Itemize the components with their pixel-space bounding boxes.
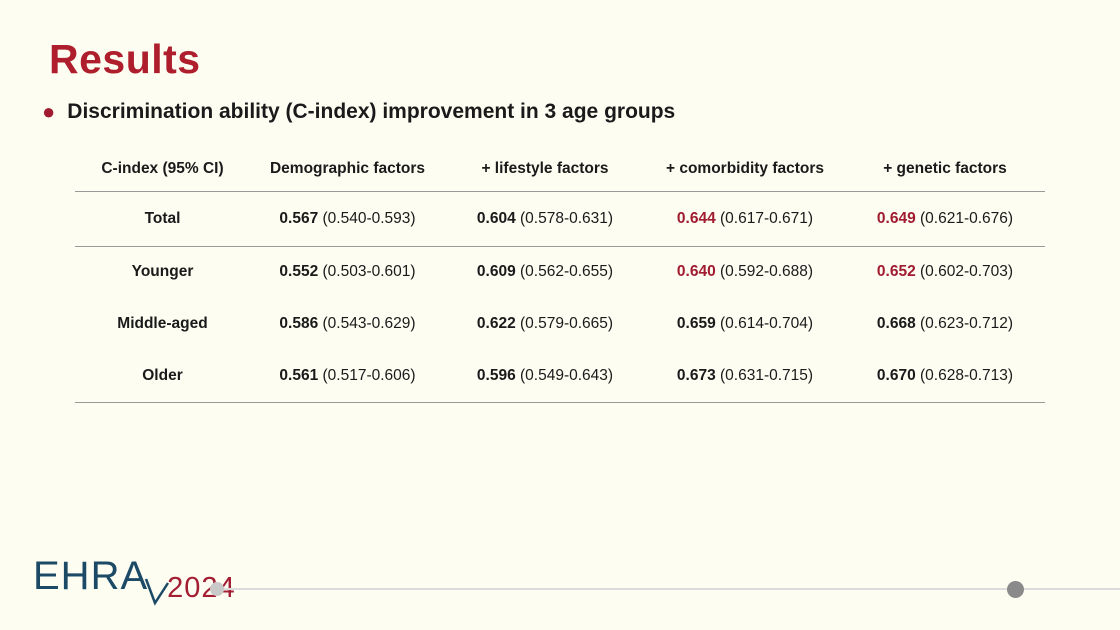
page-title: Results bbox=[49, 36, 201, 82]
cindex-value: 0.552 bbox=[279, 263, 319, 281]
cindex-value: 0.659 bbox=[676, 315, 716, 332]
timeline-position-dot-icon bbox=[1007, 581, 1024, 598]
table-row-middle-aged: Middle-aged 0.586 (0.543-0.629) 0.622 (0… bbox=[75, 298, 1045, 350]
row-label: Total bbox=[75, 191, 250, 247]
cindex-value: 0.567 bbox=[279, 209, 319, 227]
cindex-value: 0.622 bbox=[476, 315, 516, 332]
cindex-value: 0.649 bbox=[876, 209, 916, 227]
table-cell: 0.609 (0.562-0.655) bbox=[445, 246, 645, 298]
cindex-ci: (0.562-0.655) bbox=[520, 263, 614, 281]
cindex-ci: (0.614-0.704) bbox=[720, 315, 814, 332]
cindex-ci: (0.543-0.629) bbox=[322, 315, 416, 332]
table-cell: 0.596 (0.549-0.643) bbox=[445, 350, 645, 403]
cindex-value: 0.668 bbox=[876, 315, 916, 332]
cindex-value: 0.596 bbox=[476, 366, 516, 384]
bullet-text: Discrimination ability (C-index) improve… bbox=[67, 100, 676, 123]
table-cell: 0.649 (0.621-0.676) bbox=[845, 191, 1045, 247]
cindex-ci: (0.549-0.643) bbox=[520, 366, 614, 384]
cindex-ci: (0.623-0.712) bbox=[920, 315, 1014, 332]
table-row-younger: Younger 0.552 (0.503-0.601) 0.609 (0.562… bbox=[75, 246, 1045, 298]
cindex-ci: (0.579-0.665) bbox=[520, 315, 614, 332]
row-label: Middle-aged bbox=[117, 315, 208, 332]
col-header-lifestyle: + lifestyle factors bbox=[445, 147, 645, 192]
cindex-ci: (0.503-0.601) bbox=[322, 263, 416, 281]
cindex-ci: (0.621-0.676) bbox=[920, 209, 1014, 227]
table-cell: 0.586 (0.543-0.629) bbox=[250, 298, 445, 350]
cindex-ci: (0.517-0.606) bbox=[322, 366, 416, 384]
table-cell: 0.622 (0.579-0.665) bbox=[445, 298, 645, 350]
cindex-ci: (0.578-0.631) bbox=[520, 209, 614, 227]
cindex-ci: (0.617-0.671) bbox=[720, 209, 814, 227]
table-cell: 0.567 (0.540-0.593) bbox=[250, 191, 445, 247]
logo-swoosh-icon bbox=[144, 578, 170, 606]
col-header-genetic: + genetic factors bbox=[845, 147, 1045, 192]
cindex-ci: (0.592-0.688) bbox=[720, 263, 814, 281]
col-header-demographic: Demographic factors bbox=[250, 147, 445, 192]
ehra-logo-text: EHRA bbox=[33, 554, 149, 598]
bullet-item: ● Discrimination ability (C-index) impro… bbox=[42, 100, 675, 124]
table-cell: 0.640 (0.592-0.688) bbox=[645, 246, 845, 298]
table-cell: 0.561 (0.517-0.606) bbox=[250, 350, 445, 403]
table-row-total: Total 0.567 (0.540-0.593) 0.604 (0.578-0… bbox=[75, 191, 1045, 247]
cindex-value: 0.586 bbox=[279, 315, 319, 332]
cindex-value: 0.652 bbox=[876, 263, 916, 281]
col-header-cindex: C-index (95% CI) bbox=[75, 147, 250, 192]
ehra-2024-logo: EHRA 2024 bbox=[33, 554, 236, 606]
table-cell: 0.552 (0.503-0.601) bbox=[250, 246, 445, 298]
cindex-value: 0.644 bbox=[676, 209, 716, 227]
timeline-line bbox=[218, 588, 1120, 590]
cindex-ci: (0.631-0.715) bbox=[720, 366, 814, 384]
table-cell: 0.644 (0.617-0.671) bbox=[645, 191, 845, 247]
cindex-value: 0.673 bbox=[676, 366, 716, 384]
cindex-value: 0.609 bbox=[476, 263, 516, 281]
results-table: C-index (95% CI) Demographic factors + l… bbox=[75, 147, 1045, 403]
timeline-start-dot-icon bbox=[210, 582, 224, 596]
cindex-value: 0.604 bbox=[476, 209, 516, 227]
cindex-value: 0.561 bbox=[279, 366, 319, 384]
table-row-older: Older 0.561 (0.517-0.606) 0.596 (0.549-0… bbox=[75, 350, 1045, 403]
cindex-ci: (0.628-0.713) bbox=[920, 366, 1014, 384]
row-label: Older bbox=[75, 350, 250, 403]
cindex-ci: (0.602-0.703) bbox=[920, 263, 1014, 281]
table-cell: 0.604 (0.578-0.631) bbox=[445, 191, 645, 247]
table-cell: 0.673 (0.631-0.715) bbox=[645, 350, 845, 403]
table-cell: 0.659 (0.614-0.704) bbox=[645, 298, 845, 350]
col-header-comorbidity: + comorbidity factors bbox=[645, 147, 845, 192]
table-cell: 0.668 (0.623-0.712) bbox=[845, 298, 1045, 350]
row-label: Younger bbox=[131, 263, 194, 281]
table-header-row: C-index (95% CI) Demographic factors + l… bbox=[75, 147, 1045, 192]
cindex-value: 0.670 bbox=[876, 366, 916, 384]
table-cell: 0.670 (0.628-0.713) bbox=[845, 350, 1045, 403]
cindex-ci: (0.540-0.593) bbox=[322, 209, 416, 227]
cindex-value: 0.640 bbox=[676, 263, 716, 281]
bullet-icon: ● bbox=[42, 99, 56, 124]
table-cell: 0.652 (0.602-0.703) bbox=[845, 246, 1045, 298]
